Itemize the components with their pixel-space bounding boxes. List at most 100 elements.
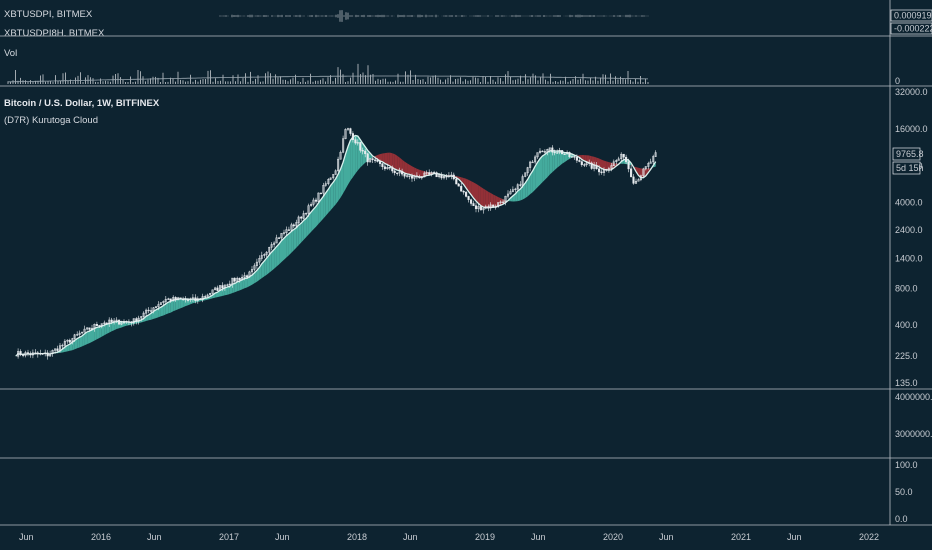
candle-body <box>494 206 497 208</box>
candle-body <box>204 296 207 298</box>
cloud-segment-bull <box>96 326 100 340</box>
cloud-segment-bear <box>606 161 609 171</box>
price-tick-label: 2400.0 <box>895 225 923 235</box>
candle-body <box>172 297 175 302</box>
candle-body <box>627 161 630 170</box>
candle-body <box>637 179 640 182</box>
candle-body <box>24 352 27 356</box>
candle-body <box>393 170 396 174</box>
candle-body <box>386 167 389 169</box>
cloud-segment-bull <box>175 299 179 311</box>
cloud-segment-bear <box>584 155 587 162</box>
candle-body <box>263 254 266 256</box>
candle-body <box>147 309 150 312</box>
candle-body <box>56 348 59 351</box>
cloud-segment-bull <box>62 347 65 353</box>
candle-body <box>186 299 190 301</box>
last-price-label: 9765.8 <box>896 149 924 159</box>
candle-body <box>383 166 386 169</box>
candle-body <box>46 352 49 357</box>
candle-body <box>150 310 153 312</box>
candle-body <box>580 161 583 165</box>
lower-pane-1[interactable]: 4000000.0 3000000.0 <box>895 392 932 439</box>
cloud-segment-bull <box>178 299 181 310</box>
cloud-segment-bull <box>345 146 348 190</box>
cloud-segment-bull <box>222 287 225 296</box>
candle-body <box>420 176 423 179</box>
lower-pane-2[interactable]: 100.0 50.0 0.0 <box>895 460 918 524</box>
candle-body <box>428 172 431 175</box>
cloud-segment-bull <box>340 162 344 198</box>
cloud-segment-bear <box>604 160 607 170</box>
candle-body <box>191 297 194 300</box>
candle-body <box>654 152 657 157</box>
candle-body <box>516 184 519 190</box>
candle-body <box>639 175 642 181</box>
cloud-segment-bear <box>488 191 491 208</box>
cloud-segment-bull <box>284 235 287 260</box>
cloud-segment-bull <box>84 331 88 346</box>
candle-body <box>526 167 529 174</box>
candle-body <box>408 175 411 177</box>
cloud-segment-bull <box>293 227 297 251</box>
cloud-segment-bear <box>463 178 467 189</box>
candle-body <box>610 165 613 169</box>
candle-body <box>51 350 54 354</box>
candle-body <box>489 204 492 209</box>
cloud-segment-bear <box>480 187 484 208</box>
candle-body <box>625 156 628 163</box>
candle-body <box>337 158 340 172</box>
premium-index-pane[interactable]: XBTUSDPI, BITMEX XBTUSDPI8H, BITMEX 0.00… <box>4 9 932 39</box>
cloud-segment-bull <box>92 328 95 342</box>
candle-body <box>255 261 258 266</box>
cloud-segment-bear <box>389 152 393 168</box>
candle-body <box>558 150 561 153</box>
cloud-segment-bull <box>232 283 235 294</box>
candle-body <box>344 129 347 139</box>
candle-body <box>470 199 473 204</box>
candle-body <box>602 169 606 173</box>
cloud-segment-bull <box>254 270 257 284</box>
candle-body <box>73 334 76 339</box>
candle-body <box>250 269 254 273</box>
candle-body <box>543 151 546 153</box>
cloud-segment-bull <box>259 263 262 280</box>
candle-body <box>425 172 428 174</box>
candle-body <box>607 168 610 171</box>
cloud-segment-bull <box>333 178 336 208</box>
candle-body <box>36 352 39 355</box>
candle-body <box>349 128 352 134</box>
time-tick-label: 2019 <box>475 532 495 542</box>
time-tick-label: 2018 <box>347 532 367 542</box>
candle-body <box>634 180 638 184</box>
time-tick-label: Jun <box>275 532 290 542</box>
candle-body <box>632 176 635 184</box>
candle-body <box>194 297 197 301</box>
candle-body <box>410 175 414 179</box>
candle-body <box>551 147 554 153</box>
candle-body <box>278 237 281 239</box>
cloud-segment-bull <box>170 300 174 313</box>
cloud-segment-bull <box>256 267 260 282</box>
volume-pane[interactable]: Vol 0 <box>4 48 900 86</box>
candle-body <box>388 167 391 169</box>
cloud-segment-bull <box>261 260 265 279</box>
time-axis[interactable]: Jun 2016 Jun 2017 Jun 2018 Jun 2019 Jun 2020 Jun 20… <box>19 532 879 542</box>
candle-body <box>167 298 170 300</box>
cloud-segment-bull <box>234 281 238 293</box>
cloud-segment-bull <box>158 307 161 318</box>
candle-body <box>391 167 394 172</box>
candle-body <box>438 174 441 178</box>
cloud-segment-bull <box>348 140 351 185</box>
candle-body <box>154 306 158 308</box>
cloud-segment-bull <box>335 174 339 205</box>
candle-body <box>95 324 98 326</box>
candle-body <box>529 161 532 168</box>
candle-body <box>538 150 542 153</box>
price-pane[interactable]: Bitcoin / U.S. Dollar, 1W, BITFINEX (D7R… <box>4 87 928 388</box>
cloud-segment-bull <box>264 258 267 277</box>
candle-body <box>502 201 505 203</box>
cloud-segment-bear <box>473 182 476 201</box>
